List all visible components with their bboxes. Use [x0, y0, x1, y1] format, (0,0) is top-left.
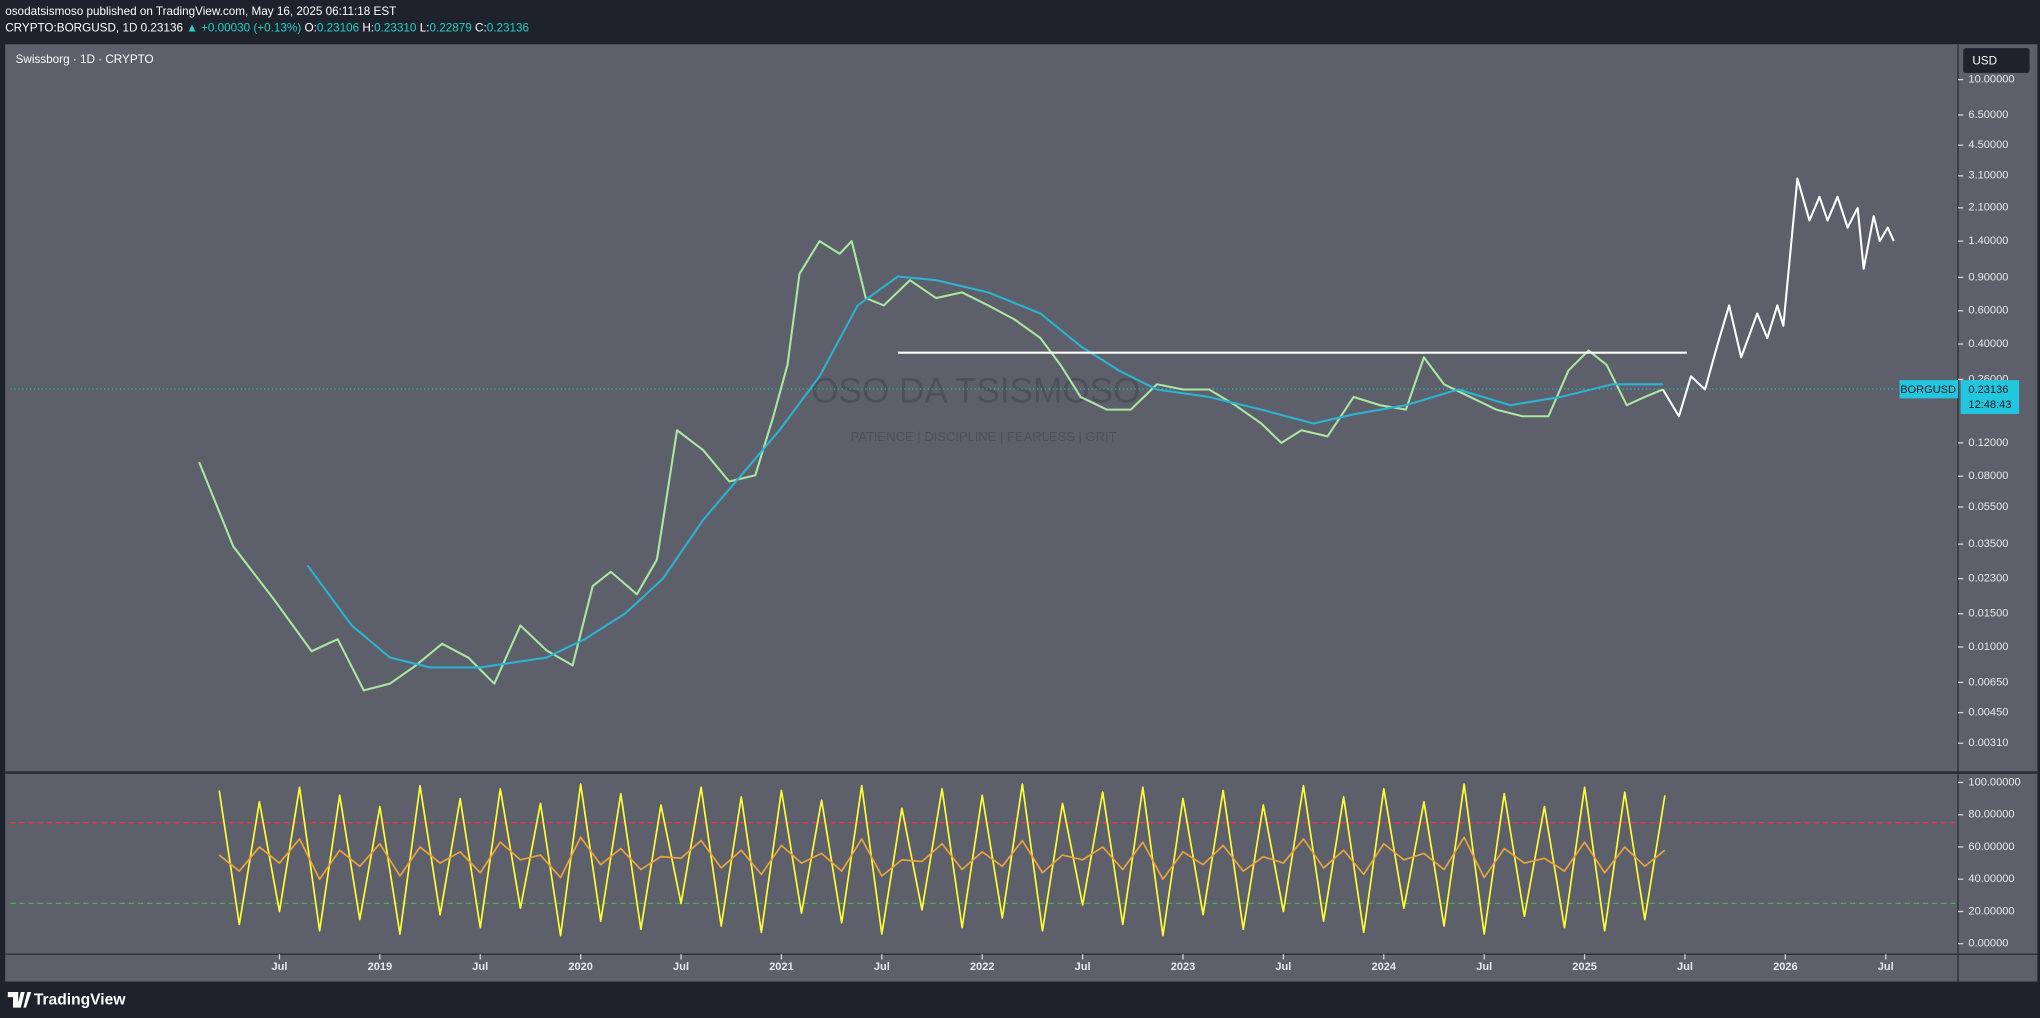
x-tick-label: Jul — [1677, 961, 1693, 973]
x-tick-label: Jul — [1878, 961, 1894, 973]
y-tick-label: 0.00450 — [1968, 707, 2008, 719]
ohlc-label: H: — [362, 22, 374, 35]
x-tick-label: 2021 — [769, 961, 794, 973]
y-tick-label: 0.01500 — [1968, 608, 2008, 620]
ohlc-value: 0.23106 — [317, 22, 359, 35]
x-tick-label: Jul — [673, 961, 689, 973]
y-tick-label: 0.40000 — [1968, 338, 2008, 350]
y-tick-label: 4.50000 — [1968, 139, 2008, 151]
price-tag-value: 0.23136 — [1968, 384, 2008, 396]
x-tick-label: Jul — [874, 961, 890, 973]
series-line — [306, 275, 1663, 669]
watermark-sub: PATIENCE | DISCIPLINE | FEARLESS | GRIT — [851, 429, 1117, 444]
y-tick-label: 80.00000 — [1968, 809, 2014, 821]
y-tick-label: 60.00000 — [1968, 841, 2014, 853]
watermark: OSO DA TSISMOSO — [811, 371, 1140, 410]
price-tag — [1960, 380, 2020, 414]
x-tick-label: 2026 — [1773, 961, 1798, 973]
x-tick-label: Jul — [1476, 961, 1492, 973]
x-tick-label: 2023 — [1171, 961, 1196, 973]
x-tick-label: 2019 — [368, 961, 393, 973]
ohlc-value: 0.22879 — [429, 22, 471, 35]
symbol: CRYPTO:BORGUSD, 1D — [5, 22, 137, 35]
pane-title: Swissborg · 1D · CRYPTO — [16, 53, 154, 66]
y-tick-label: 0.90000 — [1968, 271, 2008, 283]
series-line — [218, 836, 1666, 881]
x-tick-label: Jul — [271, 961, 287, 973]
ohlc-value: 0.23310 — [374, 22, 417, 35]
ohlc-label: L: — [420, 22, 430, 35]
x-tick-label: Jul — [1075, 961, 1091, 973]
last: 0.23136 — [141, 22, 183, 35]
x-tick-label: Jul — [1275, 961, 1291, 973]
y-tick-label: 0.02300 — [1968, 573, 2008, 585]
y-tick-label: 100.00000 — [1968, 776, 2020, 788]
series-line — [218, 783, 1666, 937]
y-tick-label: 0.05500 — [1968, 501, 2008, 513]
publisher: osodatsismoso published on TradingView.c… — [5, 5, 396, 18]
ohlc-label: C: — [475, 22, 487, 35]
symbol-tag-text: BORGUSD — [1900, 384, 1956, 396]
y-tick-label: 40.00000 — [1968, 873, 2014, 885]
x-tick-label: 2024 — [1372, 961, 1397, 973]
footer-brand: TradingView — [34, 992, 126, 1009]
logo — [7, 991, 32, 1008]
y-tick-label: 0.12000 — [1968, 437, 2008, 449]
y-tick-label: 0.00650 — [1968, 676, 2008, 688]
countdown: 12:48:43 — [1968, 399, 2011, 411]
y-tick-label: 2.10000 — [1968, 202, 2008, 214]
x-tick-label: 2025 — [1572, 961, 1597, 973]
x-tick-label: 2022 — [970, 961, 995, 973]
y-tick-label: 3.10000 — [1968, 170, 2008, 182]
ohlc-value: 0.23136 — [487, 22, 529, 35]
change: ▲ +0.00030 (+0.13%) — [186, 22, 301, 35]
y-tick-label: 0.00310 — [1968, 737, 2008, 749]
currency-button[interactable] — [1963, 48, 2030, 73]
y-tick-label: 0.08000 — [1968, 470, 2008, 482]
y-tick-label: 0.01000 — [1968, 641, 2008, 653]
currency: USD — [1972, 54, 1997, 67]
symbol-tag — [1899, 380, 1959, 399]
y-tick-label: 10.00000 — [1968, 74, 2014, 86]
y-tick-label: 0.00000 — [1968, 938, 2008, 950]
plot: 10.00000 6.50000 4.50000 3.10000 2.10000 1.40… — [10, 74, 2021, 973]
series-line — [1661, 177, 1895, 418]
footer-bar — [0, 984, 2040, 1018]
symbol-line: CRYPTO:BORGUSD, 1D 0.23136 ▲ +0.00030 (+… — [5, 22, 529, 35]
y-tick-label: 0.60000 — [1968, 305, 2008, 317]
y-tick-label: 6.50000 — [1968, 109, 2008, 121]
x-tick-label: 2020 — [568, 961, 593, 973]
y-tick-label: 1.40000 — [1968, 235, 2008, 247]
x-tick-label: Jul — [472, 961, 488, 973]
y-tick-label: 20.00000 — [1968, 905, 2014, 917]
y-tick-label: 0.03500 — [1968, 538, 2008, 550]
ohlc-label: O: — [305, 22, 317, 35]
